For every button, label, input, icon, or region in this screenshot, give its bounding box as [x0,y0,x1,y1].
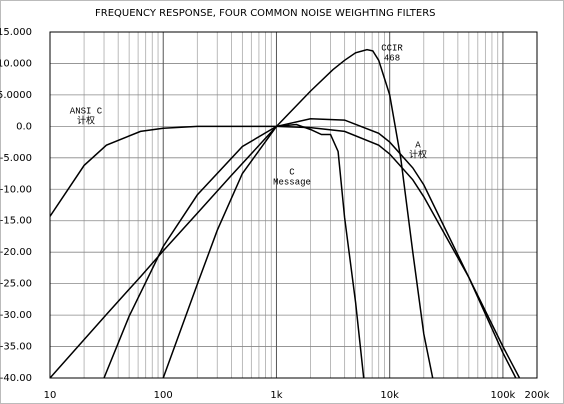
curve-label: CCIR [381,43,403,53]
curve [50,125,521,378]
curve-label: 468 [384,53,400,63]
curve-label: 计权 [409,148,427,160]
y-tick-label: 5.0000 [0,90,32,101]
curve-label: C [289,167,295,177]
curve-label: A [415,140,421,150]
y-tick-label: 0.0 [16,121,32,132]
chart-title: FREQUENCY RESPONSE, FOUR COMMON NOISE WE… [95,8,435,19]
y-tick-label: 10.000 [0,58,32,69]
plot-frame [49,31,538,379]
x-tick-label: 100k [490,390,515,401]
y-tick-label: -40.00 [0,373,32,384]
y-tick-label: -15.00 [0,216,32,227]
y-tick-label: -20.00 [0,247,32,258]
x-tick-label: 100 [154,390,173,401]
curve-label: 计权 [77,114,95,126]
y-tick-label: -10.00 [0,184,32,195]
x-tick-label: 10 [44,390,57,401]
y-tick-label: -30.00 [0,310,32,321]
x-tick-label: 200k [525,390,550,401]
x-tick-label: 1k [270,390,282,401]
x-tick-label: 10k [380,390,399,401]
y-tick-label: 15.000 [0,27,32,38]
curve-label: Message [273,177,311,187]
plot-area [50,48,521,378]
curve [103,118,517,378]
curve [50,48,434,378]
y-tick-label: -35.00 [0,342,32,353]
curve-label: ANSI C [70,106,103,116]
y-tick-label: -5.000 [0,153,32,164]
y-tick-label: -25.00 [0,279,32,290]
curve [162,123,365,378]
